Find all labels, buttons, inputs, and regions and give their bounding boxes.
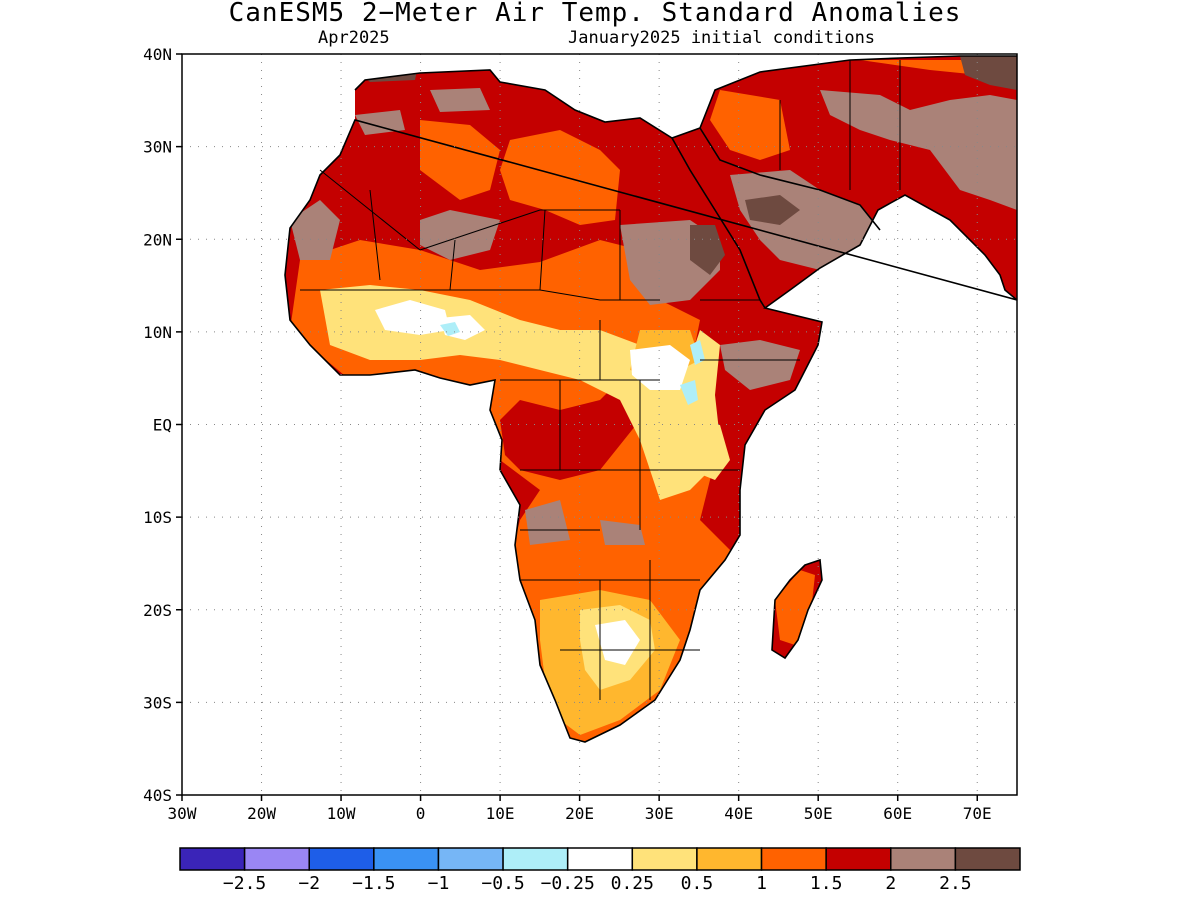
colorbar-swatch bbox=[890, 847, 957, 871]
initial-conditions-label: January2025 initial conditions bbox=[568, 28, 876, 48]
lon-tick-label: 70E bbox=[963, 804, 992, 823]
lat-tick-label: 40N bbox=[143, 45, 172, 64]
colorbar-swatch bbox=[825, 847, 892, 871]
lat-tick-label: 10S bbox=[143, 508, 172, 527]
colorbar-label: −2.5 bbox=[223, 873, 266, 894]
lat-tick-label: 20N bbox=[143, 230, 172, 249]
colorbar-label: 1.5 bbox=[810, 873, 843, 894]
colorbar-label: −1.5 bbox=[352, 873, 395, 894]
colorbar-swatch bbox=[631, 847, 698, 871]
coastline bbox=[284, 55, 1018, 743]
colorbar-swatch bbox=[760, 847, 827, 871]
colorbar-label: −1 bbox=[428, 873, 450, 894]
colorbar-swatch bbox=[954, 847, 1021, 871]
colorbar-label: 2 bbox=[885, 873, 896, 894]
lon-tick-label: 60E bbox=[883, 804, 912, 823]
lat-tick-label: 30S bbox=[143, 693, 172, 712]
colorbar-swatch bbox=[437, 847, 504, 871]
colorbar-swatch bbox=[179, 847, 246, 871]
colorbar: −2.5 −2 −1.5 −1 −0.5 −0.25 0.25 0.5 1 1.5 2 2.5 bbox=[179, 847, 1021, 894]
colorbar-swatch bbox=[243, 847, 310, 871]
colorbar-swatch bbox=[308, 847, 375, 871]
colorbar-label: −2 bbox=[298, 873, 320, 894]
lon-tick-label: 20W bbox=[247, 804, 276, 823]
lon-tick-label: 10W bbox=[327, 804, 356, 823]
lon-tick-label: 40E bbox=[724, 804, 753, 823]
colorbar-label: 0.5 bbox=[681, 873, 714, 894]
lon-tick-label: 0 bbox=[416, 804, 426, 823]
lat-tick-label: 30N bbox=[143, 138, 172, 157]
lat-tick-label: EQ bbox=[153, 416, 172, 435]
lat-tick-label: 20S bbox=[143, 601, 172, 620]
map-title: CanESM5 2−Meter Air Temp. Standard Anoma… bbox=[228, 0, 962, 28]
colorbar-swatch bbox=[696, 847, 763, 871]
valid-month-label: Apr2025 bbox=[318, 28, 390, 48]
colorbar-swatch bbox=[566, 847, 634, 871]
colorbar-label: −0.5 bbox=[481, 873, 524, 894]
lat-tick-label: 40S bbox=[143, 786, 172, 805]
lon-tick-label: 50E bbox=[804, 804, 833, 823]
lon-tick-label: 30W bbox=[168, 804, 197, 823]
colorbar-label: −0.25 bbox=[541, 873, 595, 894]
lat-tick-label: 10N bbox=[143, 323, 172, 342]
colorbar-label: 2.5 bbox=[939, 873, 972, 894]
colorbar-label: 1 bbox=[756, 873, 767, 894]
lon-tick-label: 20E bbox=[565, 804, 594, 823]
colorbar-swatch bbox=[373, 847, 440, 871]
colorbar-label: 0.25 bbox=[611, 873, 654, 894]
colorbar-swatch bbox=[502, 847, 569, 871]
country-borders bbox=[300, 60, 901, 700]
lon-tick-label: 30E bbox=[645, 804, 674, 823]
lon-tick-label: 10E bbox=[486, 804, 515, 823]
